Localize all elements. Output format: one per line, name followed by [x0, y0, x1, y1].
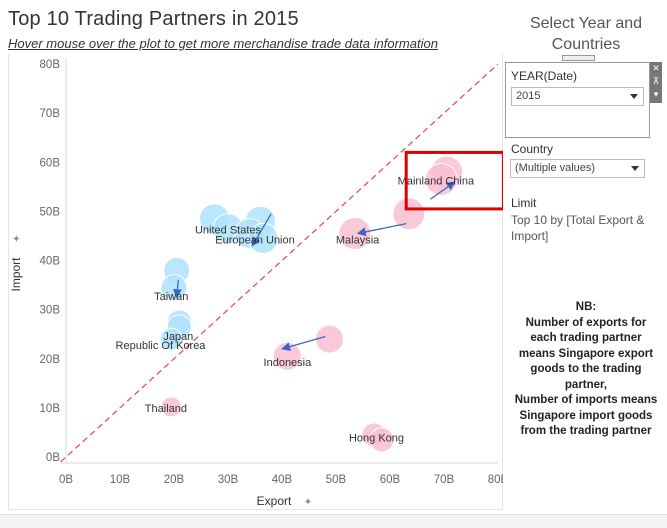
bubble[interactable]	[369, 427, 395, 453]
y-tick-label: 70B	[40, 108, 61, 120]
y-tick-label: 60B	[40, 157, 61, 169]
filter-panel-title: Select Year and Countries	[510, 13, 662, 55]
x-tick-label: 20B	[164, 474, 185, 486]
y-axis-title: Import	[9, 257, 23, 292]
partner-label: Mainland China	[398, 175, 475, 187]
trend-arrow	[172, 280, 182, 299]
year-select[interactable]: 2015	[511, 87, 644, 106]
limit-text: Top 10 by [Total Export & Import]	[511, 213, 645, 243]
partner-label: Malaysia	[336, 234, 380, 246]
partner-label: European Union	[215, 234, 295, 246]
y-tick-label: 20B	[40, 354, 61, 366]
x-tick-label: 30B	[218, 474, 239, 486]
y-tick-label: 0B	[46, 452, 60, 464]
filter-panel-title-line2: Countries	[551, 36, 621, 53]
chevron-down-icon	[631, 166, 639, 171]
country-filter-label: Country	[511, 142, 554, 156]
partner-label: United States	[195, 224, 262, 236]
x-tick-label: 40B	[272, 474, 293, 486]
highlight-box	[404, 150, 503, 211]
year-filter-card: YEAR(Date) 2015	[505, 62, 650, 138]
page-title: Top 10 Trading Partners in 2015	[8, 8, 299, 30]
x-tick-label: 10B	[110, 474, 131, 486]
x-tick-label: 60B	[380, 474, 401, 486]
x-tick-label: 50B	[326, 474, 347, 486]
y-tick-label: 80B	[40, 59, 61, 71]
note-imports: Number of imports means Singapore import…	[514, 394, 658, 437]
year-filter-label: YEAR(Date)	[511, 69, 578, 83]
pin-icon: ✦	[304, 497, 312, 508]
country-select-value: (Multiple values)	[515, 162, 596, 174]
partner-label: Hong Kong	[349, 432, 404, 444]
pin-icon: ✦	[12, 234, 23, 242]
trend-arrow	[356, 223, 407, 237]
x-tick-label: 80B	[488, 474, 503, 486]
note-exports: Number of exports for each trading partn…	[518, 316, 654, 391]
panel-grip[interactable]	[562, 55, 595, 61]
partner-label: Taiwan	[154, 291, 188, 303]
status-strip	[0, 514, 667, 528]
y-tick-label: 30B	[40, 305, 61, 317]
diagonal-reference-line	[60, 63, 499, 463]
partner-label: Indonesia	[264, 357, 313, 369]
partner-label: Japan	[163, 331, 193, 343]
filter-toolbar: ✕ ⊼ ▾	[650, 62, 662, 103]
trend-arrow	[281, 336, 326, 352]
pin-icon[interactable]: ⊼	[652, 76, 660, 86]
note-heading: NB:	[575, 301, 597, 313]
menu-icon[interactable]: ▾	[653, 89, 659, 99]
bubble[interactable]	[392, 197, 426, 231]
year-select-value: 2015	[516, 90, 541, 102]
trend-arrow	[251, 213, 272, 247]
y-tick-label: 10B	[40, 403, 61, 415]
partner-label: Republic Of Korea	[116, 340, 207, 352]
trend-arrow	[430, 181, 456, 200]
country-select[interactable]: (Multiple values)	[510, 159, 645, 178]
y-tick-label: 40B	[40, 256, 61, 268]
bubble[interactable]	[338, 216, 372, 250]
note-block: NB: Number of exports for each trading p…	[511, 300, 661, 440]
limit-title: Limit	[511, 196, 537, 210]
bubble[interactable]	[315, 324, 345, 354]
filter-panel-title-line1: Select Year and	[529, 15, 643, 32]
page-subtitle: Hover mouse over the plot to get more me…	[8, 36, 438, 51]
partner-label: Thailand	[145, 403, 187, 415]
x-tick-label: 0B	[59, 474, 73, 486]
bubble[interactable]	[159, 327, 183, 351]
trade-scatter-chart[interactable]: 0B 0B 10B 10B 20B 20B 30B 30B 40B 40B 50B 50B 60B 60B…	[8, 54, 503, 510]
chevron-down-icon	[630, 94, 638, 99]
bubble[interactable]	[160, 396, 182, 418]
bubble[interactable]	[272, 341, 302, 371]
close-icon[interactable]: ✕	[652, 63, 660, 73]
x-axis-title: Export	[257, 494, 292, 508]
x-tick-label: 70B	[434, 474, 455, 486]
y-tick-label: 50B	[40, 206, 61, 218]
